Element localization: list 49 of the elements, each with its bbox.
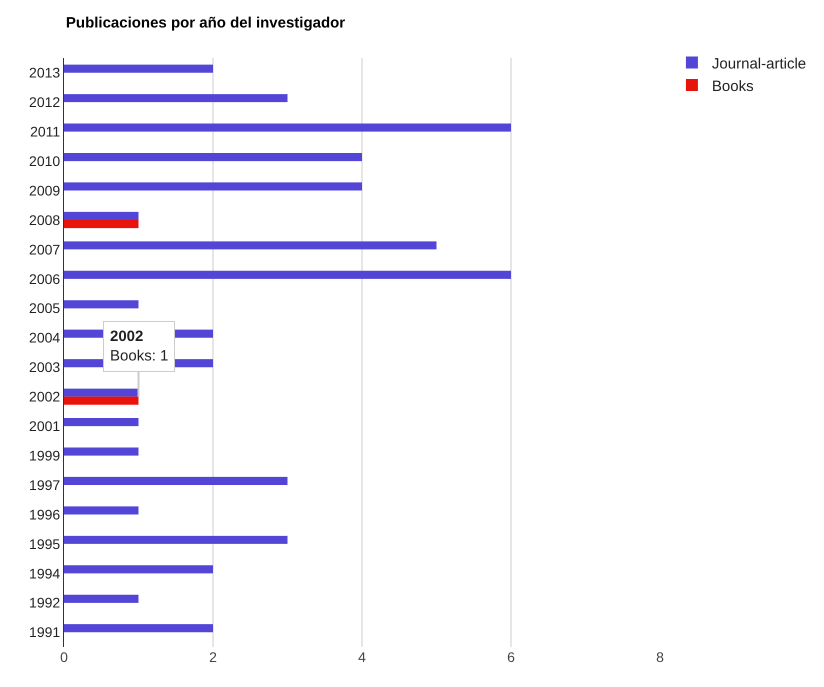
x-tick-label: 6 (507, 649, 516, 665)
bar (64, 300, 138, 308)
bar (64, 64, 213, 73)
x-tick-label: 8 (656, 649, 664, 665)
x-tick-label: 0 (60, 649, 68, 665)
y-tick-label: 2008 (29, 212, 60, 228)
bar (64, 506, 138, 514)
y-tick-label: 2007 (29, 241, 60, 258)
y-tick-label: 2003 (29, 359, 60, 376)
bar (64, 476, 288, 486)
bar (64, 536, 288, 544)
y-tick-label: 2010 (29, 152, 60, 169)
bar (64, 182, 362, 191)
bar (64, 94, 288, 102)
bar (64, 565, 213, 574)
y-tick-label: 1991 (29, 624, 60, 640)
bar (64, 152, 362, 162)
y-tick-label: 1996 (29, 506, 60, 522)
y-tick-label: 1992 (29, 594, 60, 611)
y-tick-label: 1994 (29, 565, 60, 582)
y-tick-label: 2011 (30, 124, 60, 140)
y-tick-label: 1999 (29, 447, 60, 464)
bar (64, 212, 138, 220)
bar (64, 220, 138, 228)
y-tick-label: 2006 (29, 270, 60, 287)
bar (64, 124, 511, 132)
bar (64, 594, 138, 603)
y-tick-label: 2012 (29, 94, 60, 110)
x-tick-label: 2 (209, 649, 218, 665)
y-tick-label: 2009 (29, 182, 60, 198)
y-tick-label: 1997 (29, 476, 60, 493)
chart-title: Publicaciones por año del investigador (66, 14, 346, 32)
bar (64, 241, 436, 250)
bar (64, 418, 138, 426)
y-tick-label: 1995 (29, 536, 60, 552)
legend-label: Books (712, 78, 754, 95)
bar (64, 447, 138, 456)
y-tick-label: 2004 (29, 330, 60, 346)
legend-label: Journal-article (712, 55, 806, 72)
y-tick-label: 2013 (29, 64, 60, 81)
x-tick-label: 4 (358, 649, 366, 665)
y-tick-label: 2002 (29, 388, 60, 405)
y-tick-label: 2005 (29, 300, 60, 316)
bar (64, 396, 138, 405)
bar (64, 388, 138, 397)
bar (64, 624, 213, 632)
bar (64, 270, 511, 279)
y-tick-label: 2001 (29, 418, 60, 434)
annotation: 2002 Books: 1 (110, 328, 168, 364)
